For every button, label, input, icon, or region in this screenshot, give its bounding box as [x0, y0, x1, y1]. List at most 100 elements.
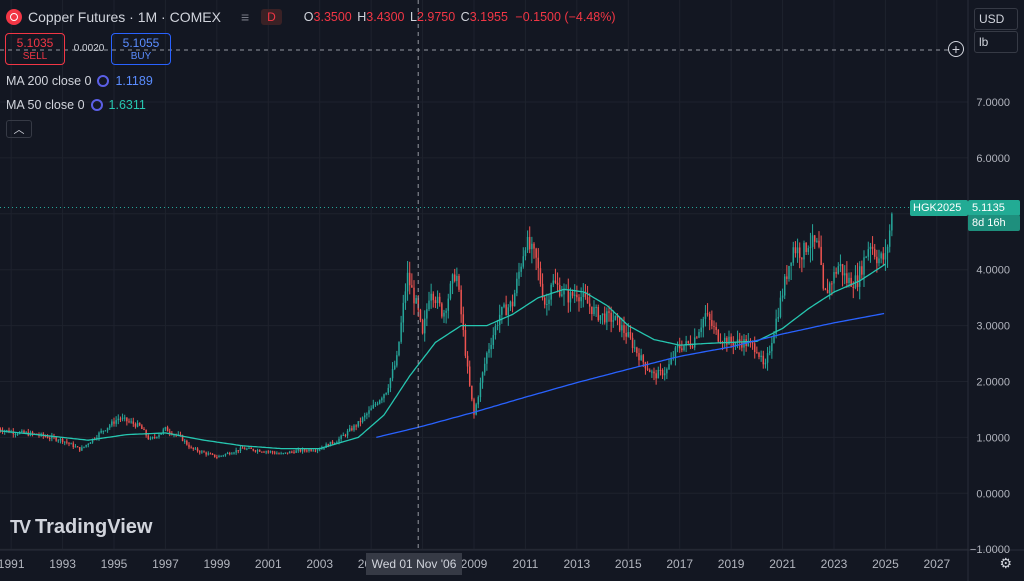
currency-select[interactable]: USD: [974, 8, 1018, 30]
candle-body: [106, 427, 109, 431]
candle-body: [516, 278, 518, 294]
candle-body: [661, 370, 664, 376]
candle-body: [751, 341, 754, 344]
candle-body: [526, 237, 529, 251]
candle-body: [156, 436, 158, 438]
candle-body: [708, 313, 711, 321]
x-tick-label: 1995: [101, 557, 128, 571]
candle-body: [606, 311, 608, 323]
candle-body: [496, 325, 499, 327]
indicator-ma50[interactable]: MA 50 close 0 1.6311: [6, 98, 146, 112]
candle-body: [539, 268, 542, 284]
last-price-tag: 5.1135: [968, 200, 1020, 216]
candle-body: [284, 452, 287, 454]
x-tick-label: 2009: [461, 557, 488, 571]
candle-body: [852, 286, 855, 289]
candle-body: [843, 273, 846, 276]
indicator-ma200[interactable]: MA 200 close 0 1.1189: [6, 74, 153, 88]
candle-body: [747, 341, 750, 347]
candle-body: [533, 243, 535, 249]
candle-body: [674, 347, 677, 358]
countdown-tag: 8d 16h: [968, 215, 1020, 231]
candle-body: [400, 322, 402, 342]
chevron-up-icon[interactable]: ︿: [6, 120, 32, 138]
candle-body: [520, 266, 522, 272]
candle-body: [556, 282, 559, 285]
candle-body: [63, 441, 66, 443]
candle-body: [636, 347, 638, 354]
candle-body: [567, 289, 570, 303]
indicator-value: 1.1189: [115, 74, 153, 88]
candle-body: [471, 385, 473, 400]
ma200-line: [376, 312, 885, 439]
candle-body: [492, 335, 495, 345]
y-tick-label: 2.0000: [976, 377, 1010, 389]
indicator-settings-icon[interactable]: [90, 99, 103, 111]
candle-body: [51, 435, 53, 439]
candle-body: [329, 441, 332, 447]
candle-body: [646, 368, 649, 370]
y-tick-label: 1.0000: [976, 432, 1010, 444]
gear-icon[interactable]: ⚙: [999, 555, 1012, 571]
plus-icon[interactable]: +: [948, 41, 964, 57]
candle-body: [820, 246, 822, 266]
candle-body: [696, 337, 698, 339]
candle-body: [861, 266, 863, 275]
candle-body: [629, 332, 632, 338]
candle-body: [625, 332, 627, 337]
candle-body: [828, 283, 831, 294]
indicator-label: MA 200 close 0: [6, 74, 92, 88]
candle-body: [730, 336, 732, 343]
candle-body: [316, 449, 319, 451]
unit-select[interactable]: lb: [974, 31, 1018, 53]
candle-body: [119, 418, 122, 420]
candle-body: [522, 256, 525, 267]
candle-body: [818, 240, 820, 247]
candle-body: [74, 446, 77, 448]
candle-body: [426, 309, 428, 319]
symbol-title[interactable]: Copper Futures · 1M · COMEX: [28, 9, 221, 25]
x-tick-label: 2025: [872, 557, 899, 571]
candle-body: [209, 453, 212, 455]
menu-bars-icon[interactable]: ≡: [240, 9, 250, 25]
candle-body: [858, 266, 861, 287]
candle-body: [687, 341, 690, 343]
delayed-badge[interactable]: D: [261, 9, 282, 25]
candle-body: [138, 422, 141, 426]
candle-body: [826, 289, 829, 294]
candle-body: [76, 446, 79, 448]
candle-body: [453, 274, 456, 281]
candle-body: [21, 430, 23, 432]
candle-body: [366, 413, 368, 416]
candle-body: [83, 446, 85, 448]
candle-body: [550, 284, 552, 300]
buy-button[interactable]: 5.1055 BUY: [111, 33, 171, 65]
candle-body: [531, 243, 533, 250]
candle-body: [691, 346, 694, 348]
candle-body: [423, 318, 426, 334]
candle-body: [753, 343, 756, 353]
candle-body: [653, 371, 655, 374]
candle-body: [841, 264, 844, 276]
candle-body: [278, 453, 280, 455]
candle-body: [293, 451, 295, 453]
candle-body: [181, 435, 184, 441]
sell-button[interactable]: 5.1035 SELL: [5, 33, 65, 65]
candle-body: [314, 450, 317, 452]
candle-body: [430, 293, 432, 301]
candle-body: [14, 433, 17, 435]
candle-body: [331, 441, 334, 444]
candle-body: [445, 310, 447, 313]
candle-body: [248, 447, 250, 449]
candle-body: [863, 257, 865, 275]
candle-body: [91, 438, 94, 443]
candle-body: [717, 329, 720, 342]
candle-body: [466, 355, 469, 367]
candle-body: [535, 248, 537, 258]
y-tick-label: 4.0000: [976, 265, 1010, 277]
candle-body: [779, 297, 782, 317]
indicator-settings-icon[interactable]: [97, 75, 110, 87]
candle-body: [121, 417, 124, 419]
candle-body: [462, 314, 465, 331]
